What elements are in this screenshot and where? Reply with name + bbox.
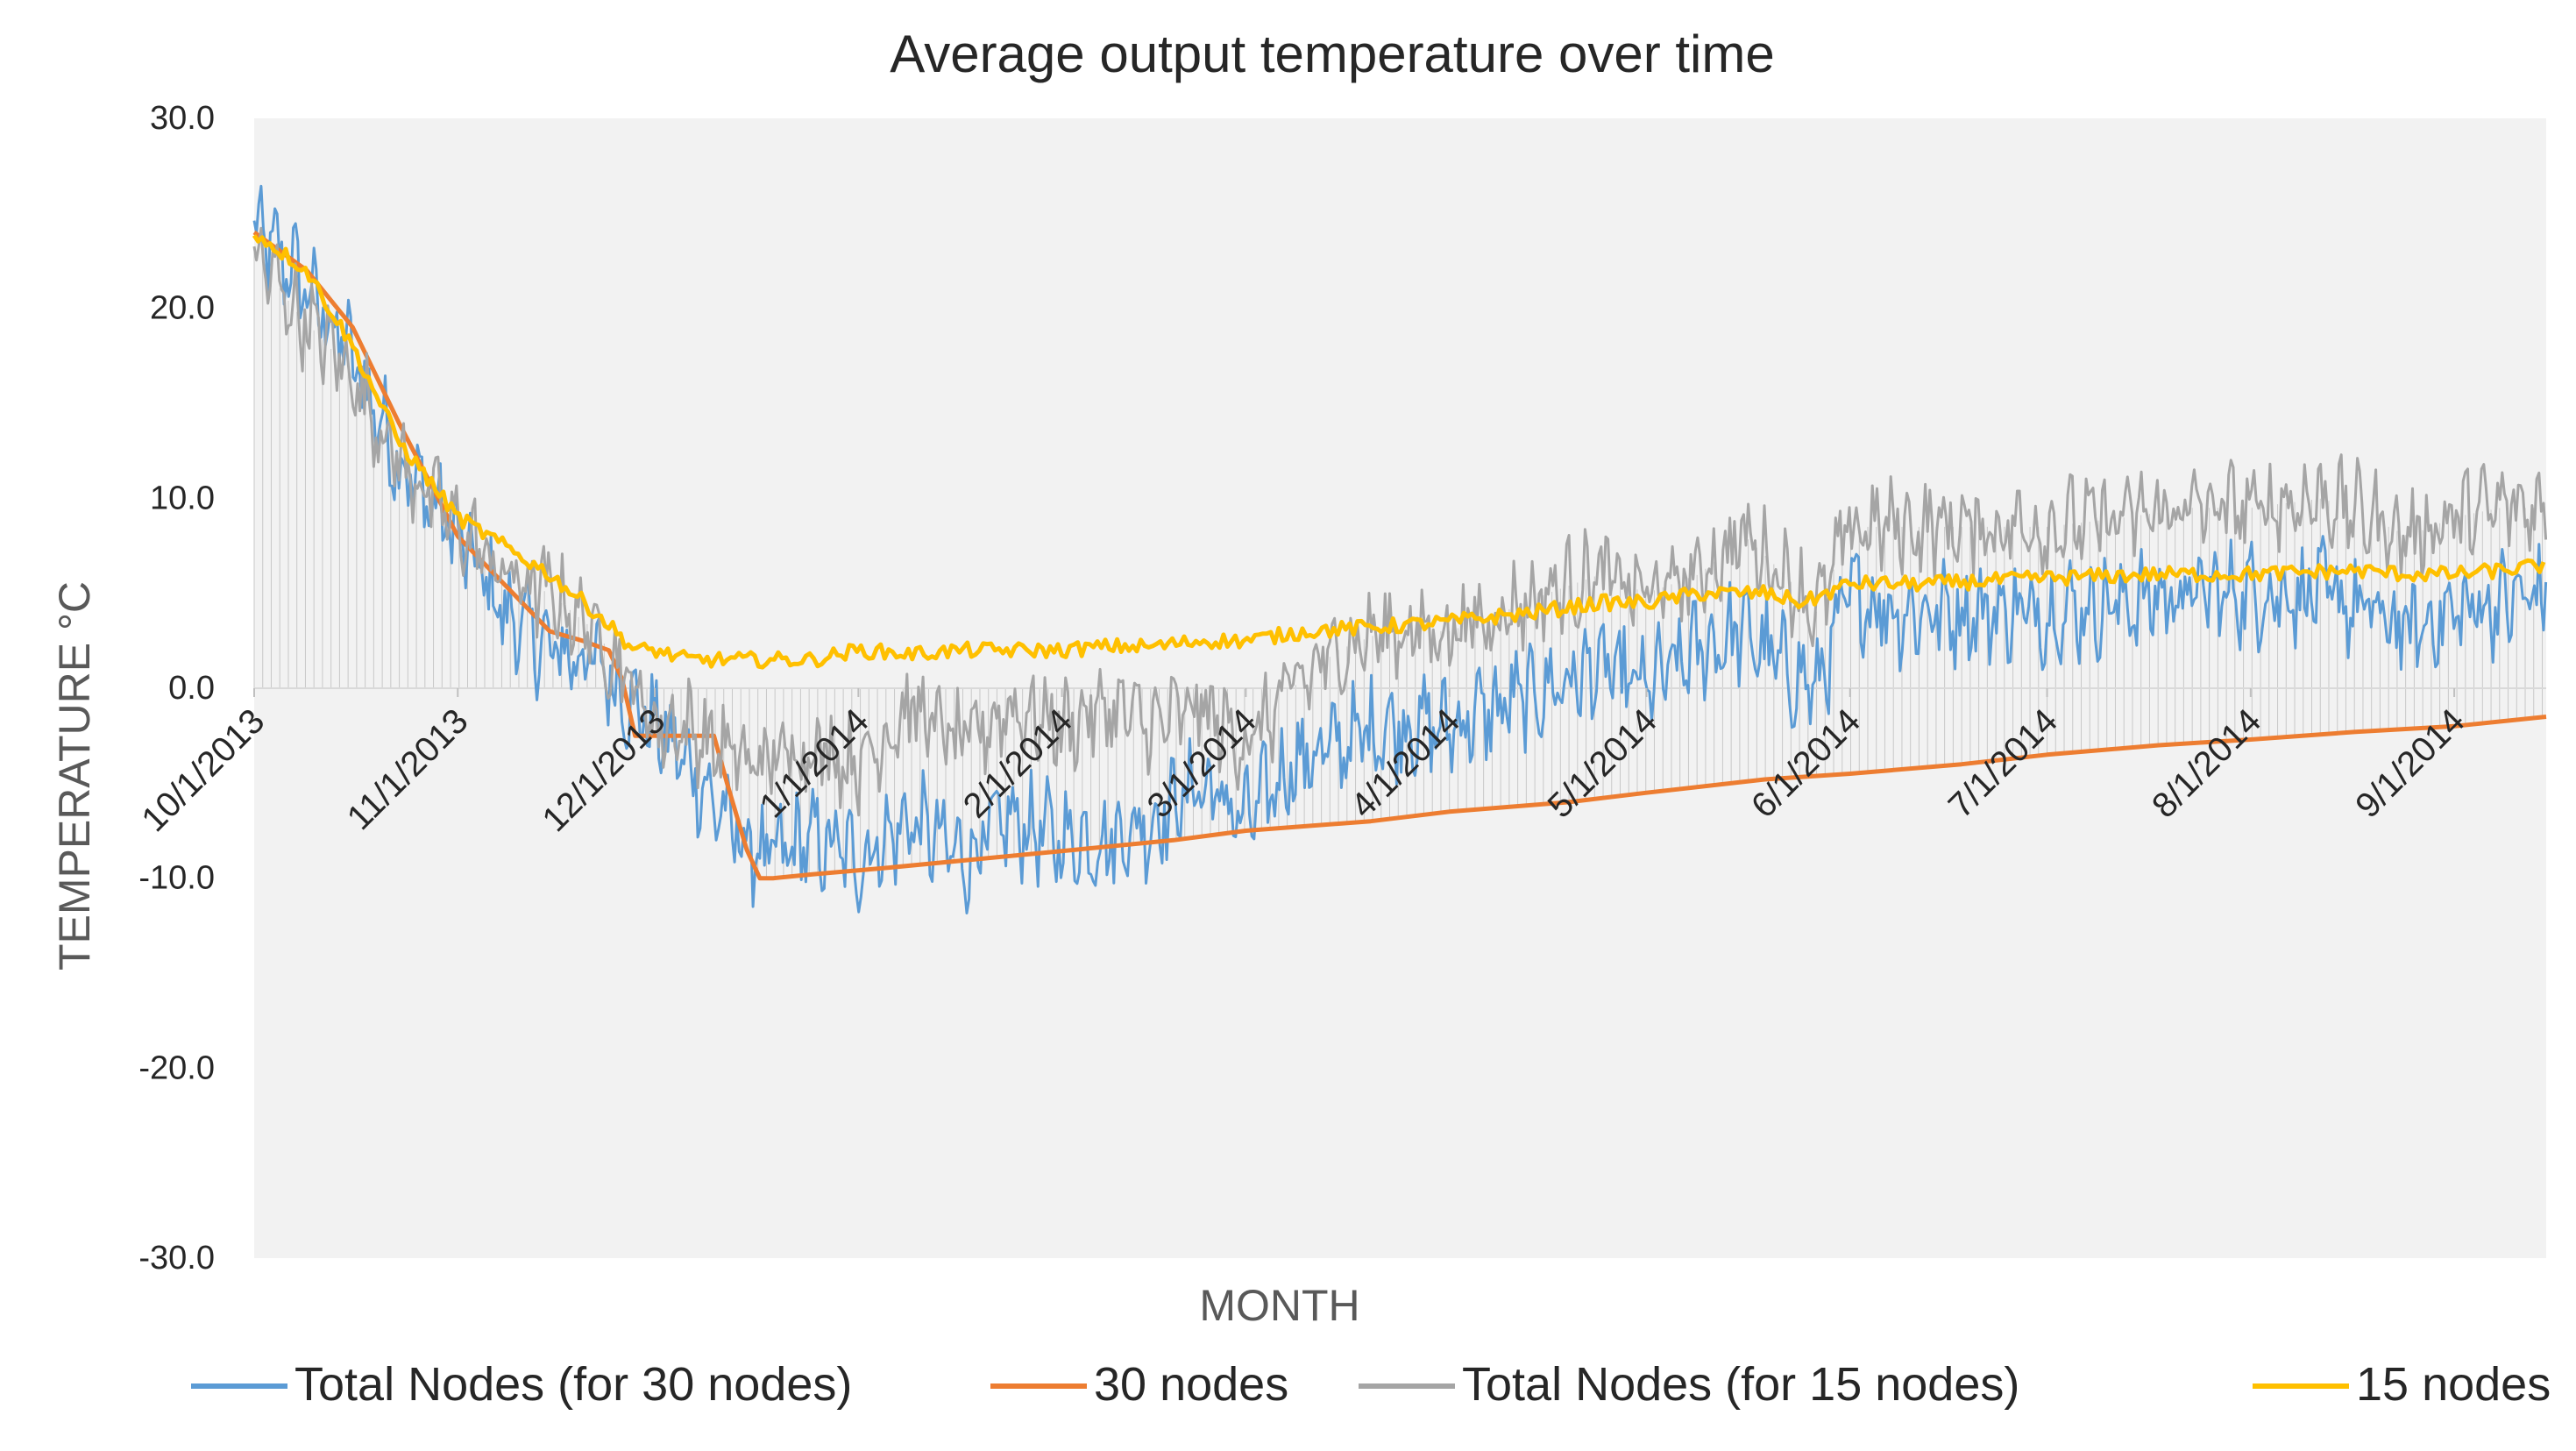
y-tick-label: 0.0: [168, 670, 215, 707]
x-axis-label: MONTH: [1199, 1281, 1359, 1330]
legend-label: Total Nodes (for 15 nodes): [1462, 1358, 2019, 1411]
y-tick-label: 20.0: [150, 290, 215, 327]
series-line-3: [252, 234, 2546, 670]
series-line-2: [252, 226, 2548, 817]
y-tick-label: 10.0: [150, 480, 215, 516]
legend-label: 15 nodes: [2356, 1358, 2551, 1411]
legend: Total Nodes (for 30 nodes) 30 nodes Total …: [191, 1358, 2551, 1411]
y-tick-label: 30.0: [150, 100, 215, 137]
series-line-1: [252, 230, 2547, 881]
y-axis-ticks: 30.0 20.0 10.0 0.0 -10.0 -20.0 -30.0: [138, 100, 215, 1277]
y-tick-label: -10.0: [138, 860, 215, 897]
series-line-0: [252, 184, 2548, 914]
y-tick-label: -20.0: [138, 1049, 215, 1086]
series-group: [252, 184, 2548, 914]
legend-label: 30 nodes: [1094, 1358, 1288, 1411]
chart-title: Average output temperature over time: [890, 25, 1774, 83]
legend-label: Total Nodes (for 30 nodes): [295, 1358, 852, 1411]
y-tick-label: -30.0: [138, 1240, 215, 1277]
y-axis-label: TEMPERATURE °C: [50, 581, 99, 971]
